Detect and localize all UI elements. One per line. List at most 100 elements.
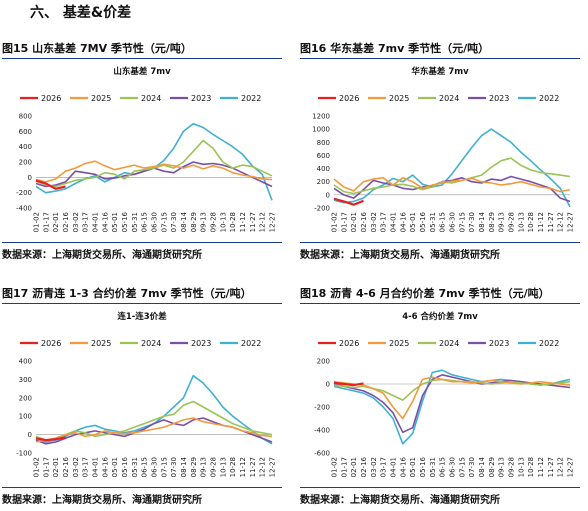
x-tick-label: 11-12 xyxy=(239,212,247,232)
legend-label-2022: 2022 xyxy=(539,339,559,348)
y-tick-label: -200 xyxy=(16,189,32,197)
x-tick-label: 11-27 xyxy=(249,212,257,232)
legend-label-2023: 2023 xyxy=(489,339,509,348)
x-tick-label: 01-02 xyxy=(331,457,339,477)
x-tick-label: 06-15 xyxy=(141,212,149,232)
x-tick-label: 01-02 xyxy=(33,457,41,477)
x-tick-label: 08-29 xyxy=(488,212,496,232)
x-tick-label: 05-16 xyxy=(121,211,129,232)
series-line-2023 xyxy=(35,417,273,445)
y-tick-label: 400 xyxy=(317,165,330,173)
legend-label-2023: 2023 xyxy=(489,94,509,103)
x-tick-label: 10-13 xyxy=(219,457,227,477)
x-tick-label: 03-02 xyxy=(72,457,80,477)
x-tick-label: 02-16 xyxy=(360,456,368,477)
x-tick-label: 03-17 xyxy=(380,457,388,477)
x-tick-label: 01-17 xyxy=(42,212,50,232)
x-tick-label: 04-16 xyxy=(399,456,407,477)
x-tick-label: 11-27 xyxy=(249,457,257,477)
y-tick-label: 1000 xyxy=(312,126,330,134)
x-tick-label: 09-13 xyxy=(200,212,208,232)
chart-title: 华东基差 7mv xyxy=(411,66,469,77)
y-tick-label: 200 xyxy=(19,159,32,167)
series-line-2024 xyxy=(35,400,273,441)
legend-label-2025: 2025 xyxy=(389,339,409,348)
x-tick-label: 12-27 xyxy=(269,457,277,477)
legend-label-2025: 2025 xyxy=(91,94,111,103)
x-tick-label: 12-27 xyxy=(567,457,575,477)
x-tick-label: 09-13 xyxy=(200,457,208,477)
x-tick-label: 05-16 xyxy=(121,456,129,477)
x-tick-label: 07-30 xyxy=(170,457,178,477)
x-tick-label: 08-14 xyxy=(478,456,486,477)
x-tick-label: 06-15 xyxy=(141,457,149,477)
legend-label-2022: 2022 xyxy=(539,94,559,103)
x-tick-label: 02-01 xyxy=(350,212,358,232)
x-tick-label: 02-01 xyxy=(52,457,60,477)
y-tick-label: 400 xyxy=(19,358,32,366)
y-tick-label: 400 xyxy=(19,143,32,151)
y-tick-label: -600 xyxy=(314,450,330,458)
x-tick-label: 11-12 xyxy=(537,212,545,232)
series-line-2023 xyxy=(333,374,571,434)
x-tick-label: 02-01 xyxy=(52,212,60,232)
legend-label-2024: 2024 xyxy=(141,339,161,348)
x-tick-label: 07-30 xyxy=(468,457,476,477)
x-tick-label: 04-16 xyxy=(399,211,407,232)
x-tick-label: 02-16 xyxy=(62,211,70,232)
figure-title: 图18 沥青 4-6 月合约价差 7mv 季节性（元/吨） xyxy=(300,285,580,304)
y-tick-label: -400 xyxy=(16,205,32,213)
x-tick-label: 05-01 xyxy=(111,212,119,232)
x-tick-label: 05-16 xyxy=(419,211,427,232)
series-line-2026 xyxy=(333,381,364,387)
x-tick-label: 03-17 xyxy=(82,457,90,477)
x-tick-label: 01-17 xyxy=(340,212,348,232)
x-tick-label: 09-13 xyxy=(498,457,506,477)
y-tick-label: -200 xyxy=(314,404,330,412)
x-tick-label: 06-30 xyxy=(449,457,457,477)
x-tick-label: 05-16 xyxy=(419,456,427,477)
legend-label-2026: 2026 xyxy=(41,339,61,348)
x-tick-label: 10-28 xyxy=(229,457,237,477)
x-tick-label: 10-28 xyxy=(527,457,535,477)
series-line-2025 xyxy=(333,376,571,420)
x-tick-label: 06-15 xyxy=(439,457,447,477)
x-tick-label: 10-13 xyxy=(517,457,525,477)
y-tick-label: 200 xyxy=(317,358,330,366)
y-tick-label: 200 xyxy=(19,394,32,402)
x-tick-label: 09-28 xyxy=(508,457,516,477)
x-tick-label: 06-30 xyxy=(151,212,159,232)
x-tick-label: 05-01 xyxy=(409,457,417,477)
y-tick-label: 1200 xyxy=(312,113,330,121)
x-tick-label: 02-16 xyxy=(360,211,368,232)
x-tick-label: 05-31 xyxy=(429,212,437,232)
series-line-2025 xyxy=(333,177,571,193)
x-tick-label: 05-01 xyxy=(111,457,119,477)
x-tick-label: 10-13 xyxy=(517,212,525,232)
legend-label-2022: 2022 xyxy=(241,339,261,348)
x-tick-label: 10-28 xyxy=(527,212,535,232)
x-tick-label: 08-29 xyxy=(190,212,198,232)
chart-spread-4-6: 4-6 合约价差 7mv 2026 2025 2024 2023 2022 -600 -400… xyxy=(314,311,575,477)
x-tick-label: 02-01 xyxy=(350,457,358,477)
x-tick-label: 04-16 xyxy=(101,211,109,232)
section-title: 六、 基差&价差 xyxy=(30,5,132,21)
x-tick-label: 07-15 xyxy=(458,457,466,477)
x-tick-label: 01-02 xyxy=(331,212,339,232)
chart-spread-1-3: 连1-连3价差 2026 2025 2024 2023 2022 -100 0 100 200 30… xyxy=(16,311,277,477)
x-tick-label: 04-16 xyxy=(101,456,109,477)
x-tick-label: 09-28 xyxy=(210,457,218,477)
chart-title: 山东基差 7mv xyxy=(113,66,171,77)
y-tick-label: 0 xyxy=(326,191,330,199)
x-tick-label: 11-27 xyxy=(547,212,555,232)
source-note: 数据来源：上海期货交易所、海通期货研究所 xyxy=(2,242,282,261)
chart-shandong-basis: 山东基差 7mv 2026 2025 2024 2023 2022 -400 -200 0 200… xyxy=(16,66,276,232)
x-tick-label: 02-16 xyxy=(62,456,70,477)
x-tick-label: 07-30 xyxy=(468,212,476,232)
source-note: 数据来源：上海期货交易所、海通期货研究所 xyxy=(300,487,580,506)
x-tick-label: 11-12 xyxy=(239,457,247,477)
y-tick-label: -200 xyxy=(314,205,330,213)
chart-huadong-basis: 华东基差 7mv 2026 2025 2024 2023 2022 -200 0 200 400 6… xyxy=(312,66,574,232)
chart-title: 4-6 合约价差 7mv xyxy=(402,311,478,322)
x-tick-label: 04-01 xyxy=(390,457,398,477)
